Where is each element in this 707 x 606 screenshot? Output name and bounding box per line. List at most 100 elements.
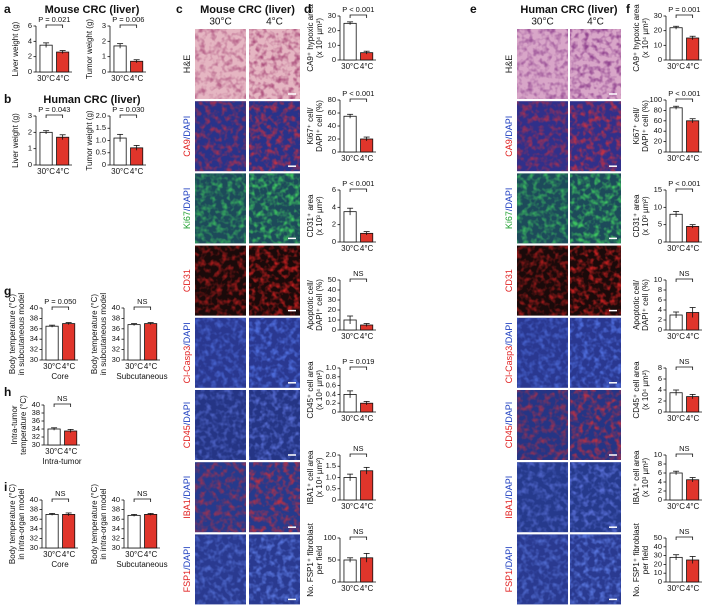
micrograph-texture: [249, 29, 300, 99]
bar: [686, 37, 700, 61]
p-value: NS: [57, 394, 67, 403]
p-value: P < 0.001: [342, 5, 374, 14]
panel-title: Human CRC (liver): [520, 4, 618, 16]
bar: [62, 323, 76, 361]
panel-title: Human CRC (liver): [43, 94, 141, 106]
micrograph-texture: [517, 29, 568, 99]
row-label-part: /DAPI: [504, 546, 514, 570]
y-tick-label: 0: [332, 577, 336, 586]
row-label-part: /DAPI: [504, 188, 514, 212]
y-tick-label: 2: [658, 315, 662, 324]
micrograph-texture: [195, 173, 246, 244]
micrograph-texture: [570, 390, 621, 460]
y-tick-label: 36: [112, 324, 120, 333]
x-tick-label: 30°C: [125, 362, 143, 371]
significance-bracket: [675, 98, 694, 102]
bar: [144, 323, 158, 361]
x-axis-label: Subcutaneous: [116, 372, 167, 381]
y-tick-label: 100: [649, 95, 662, 104]
y-axis-label: IBA1⁺ cell area: [632, 450, 641, 505]
column-label: 30°C: [209, 17, 231, 28]
x-tick-label: 30°C: [667, 154, 685, 163]
y-tick-label: 0: [658, 495, 662, 504]
y-axis-label: CA9⁺ hypoxic area: [306, 4, 315, 72]
y-tick-label: 36: [112, 514, 120, 523]
y-axis-label: (x 10⁴ µm²): [641, 370, 650, 410]
bar: [343, 211, 357, 243]
y-axis-label: Body temperature (°C): [90, 484, 99, 564]
x-axis-label: Subcutaneous: [116, 560, 167, 569]
y-axis-label: Body temperature (°C): [8, 294, 17, 374]
y-axis-label: Body temperature (°C): [8, 484, 17, 564]
y-tick-label: 34: [30, 524, 38, 533]
bar: [64, 430, 78, 446]
panel-letter: f: [626, 2, 631, 16]
y-axis-label: (x 10³ µm²): [641, 458, 650, 498]
y-axis-label: CD45⁺ cell area: [306, 361, 315, 419]
significance-bracket: [119, 114, 138, 118]
bar: [669, 472, 683, 501]
significance-bracket: [51, 306, 70, 310]
x-tick-label: 30°C: [341, 244, 359, 253]
row-label: Cl-Casp3/DAPI: [182, 322, 192, 383]
bar: [343, 559, 357, 583]
panel-letter: e: [470, 2, 477, 16]
micrograph-texture: [249, 101, 300, 172]
row-label-part: H&E: [504, 55, 514, 74]
y-axis-label: No. FSP1⁺ fibroblast: [306, 522, 315, 596]
y-axis-label: Intra-tumor: [10, 405, 19, 444]
y-tick-label: 4: [658, 477, 662, 486]
x-tick-label: 4°C: [686, 584, 700, 593]
p-value: P < 0.001: [342, 89, 374, 98]
x-tick-label: 4°C: [686, 62, 700, 71]
y-tick-label: 32: [30, 533, 38, 542]
row-label: Cl-Casp3/DAPI: [504, 322, 514, 383]
p-value: P = 0.006: [112, 15, 144, 24]
y-tick-label: 32: [112, 533, 120, 542]
panel-letter: d: [304, 2, 311, 16]
y-tick-label: 30: [30, 355, 38, 364]
y-tick-label: 0.4: [326, 389, 336, 398]
bar: [130, 147, 144, 166]
y-tick-label: 0: [332, 495, 336, 504]
y-tick-label: 20: [654, 559, 662, 568]
y-tick-label: 6: [658, 295, 662, 304]
micrograph-texture: [195, 534, 246, 605]
x-tick-label: 30°C: [667, 502, 685, 511]
significance-bracket: [675, 536, 694, 540]
significance-bracket: [675, 366, 694, 370]
micrograph-texture: [195, 101, 246, 172]
bar: [56, 136, 70, 166]
y-tick-label: 5: [658, 220, 662, 229]
micrograph-texture: [517, 390, 568, 460]
x-tick-label: 4°C: [360, 244, 374, 253]
micrograph-texture: [517, 101, 568, 172]
y-tick-label: 0: [658, 55, 662, 64]
significance-bracket: [133, 306, 152, 310]
bar: [360, 470, 374, 501]
panel-letter: c: [176, 2, 183, 16]
y-tick-label: 80: [328, 95, 336, 104]
y-tick-label: 40: [30, 303, 38, 312]
y-axis-label: DAPI⁺ cell (%): [641, 100, 650, 152]
y-tick-label: 0: [332, 325, 336, 334]
y-axis-label: CD31⁺ area: [632, 194, 641, 237]
y-axis-label: Liver weight (g): [11, 21, 20, 76]
y-tick-label: 0.2: [326, 398, 336, 407]
y-tick-label: 3: [102, 21, 106, 30]
row-label-part: Cl-Casp3: [504, 346, 514, 384]
micrograph-texture: [195, 317, 246, 388]
micrograph-texture: [570, 462, 621, 533]
bar: [686, 225, 700, 243]
significance-bracket: [45, 114, 64, 118]
y-tick-label: 38: [112, 313, 120, 322]
bar: [669, 556, 683, 583]
y-tick-label: 8: [658, 285, 662, 294]
row-label-part: CA9: [182, 139, 192, 157]
y-tick-label: 38: [112, 505, 120, 514]
micrograph-texture: [517, 534, 568, 605]
y-axis-label: in subcutaneous model: [17, 293, 26, 376]
y-tick-label: 2: [332, 220, 336, 229]
y-tick-label: 2: [28, 52, 32, 61]
significance-bracket: [675, 278, 694, 282]
